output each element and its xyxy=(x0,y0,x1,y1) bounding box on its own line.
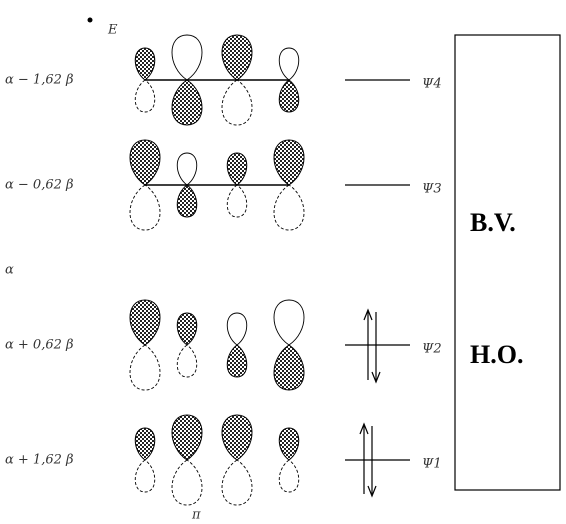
lobe xyxy=(130,140,160,185)
lobe xyxy=(135,80,155,112)
lobe xyxy=(222,35,252,80)
lobe xyxy=(222,80,252,125)
frame xyxy=(455,35,560,490)
lobe xyxy=(274,185,304,230)
lobe xyxy=(227,185,247,217)
lobe xyxy=(274,300,304,345)
lobe xyxy=(130,345,160,390)
lobe xyxy=(172,415,202,460)
lobe xyxy=(177,345,197,377)
lobe xyxy=(130,300,160,345)
energy-label: α + 0,62 β xyxy=(5,338,74,353)
box-lower: H.O. xyxy=(470,340,523,369)
energy-label: α − 1,62 β xyxy=(5,73,74,88)
lobe xyxy=(135,48,155,80)
lobe xyxy=(222,415,252,460)
diagram: E B.V. H.O. π α − 1,62 β Ψ4 α − 0,62 β Ψ3 α α… xyxy=(0,0,566,524)
lobe xyxy=(172,35,202,80)
footer: π xyxy=(191,508,201,523)
lobe xyxy=(177,185,197,217)
axis-dot xyxy=(88,18,93,23)
orbital-label: Ψ1 xyxy=(422,457,442,472)
axis-label: E xyxy=(107,23,118,38)
lobe xyxy=(177,313,197,345)
lobe xyxy=(177,153,197,185)
lobe xyxy=(227,153,247,185)
lobe xyxy=(274,140,304,185)
orbital-label: Ψ4 xyxy=(422,77,442,92)
orbital-label: Ψ3 xyxy=(422,182,442,197)
lobe xyxy=(135,460,155,492)
lobe xyxy=(274,345,304,390)
energy-label: α − 0,62 β xyxy=(5,178,74,193)
box-upper: B.V. xyxy=(470,208,516,237)
lobe xyxy=(130,185,160,230)
electrons xyxy=(345,310,410,496)
orbital-label: Ψ2 xyxy=(422,342,442,357)
lobe xyxy=(135,428,155,460)
energy-label: α xyxy=(5,263,14,278)
lobe xyxy=(279,460,299,492)
energy-label: α + 1,62 β xyxy=(5,453,74,468)
lobe xyxy=(172,460,202,505)
lobe xyxy=(279,80,299,112)
lobe xyxy=(172,80,202,125)
lobe xyxy=(227,313,247,345)
lobe xyxy=(279,428,299,460)
lobe xyxy=(222,460,252,505)
lobe xyxy=(279,48,299,80)
lobe xyxy=(227,345,247,377)
